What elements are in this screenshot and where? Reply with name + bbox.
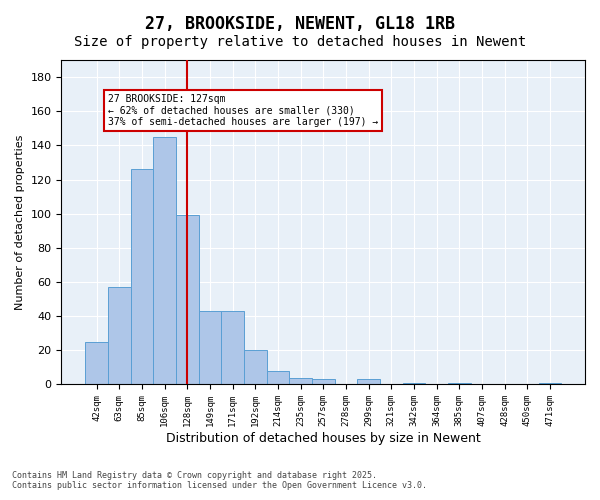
Bar — [244, 350, 266, 384]
Bar — [289, 378, 312, 384]
Bar — [357, 380, 380, 384]
X-axis label: Distribution of detached houses by size in Newent: Distribution of detached houses by size … — [166, 432, 481, 445]
Bar — [153, 137, 176, 384]
Bar — [85, 342, 108, 384]
Bar — [221, 311, 244, 384]
Bar — [312, 380, 335, 384]
Y-axis label: Number of detached properties: Number of detached properties — [15, 134, 25, 310]
Text: Contains HM Land Registry data © Crown copyright and database right 2025.
Contai: Contains HM Land Registry data © Crown c… — [12, 470, 427, 490]
Bar — [131, 170, 153, 384]
Bar — [266, 371, 289, 384]
Bar — [176, 216, 199, 384]
Text: 27, BROOKSIDE, NEWENT, GL18 1RB: 27, BROOKSIDE, NEWENT, GL18 1RB — [145, 15, 455, 33]
Bar — [403, 383, 425, 384]
Bar — [539, 383, 561, 384]
Text: Size of property relative to detached houses in Newent: Size of property relative to detached ho… — [74, 35, 526, 49]
Text: 27 BROOKSIDE: 127sqm
← 62% of detached houses are smaller (330)
37% of semi-deta: 27 BROOKSIDE: 127sqm ← 62% of detached h… — [108, 94, 378, 128]
Bar — [108, 287, 131, 384]
Bar — [199, 311, 221, 384]
Bar — [448, 383, 470, 384]
